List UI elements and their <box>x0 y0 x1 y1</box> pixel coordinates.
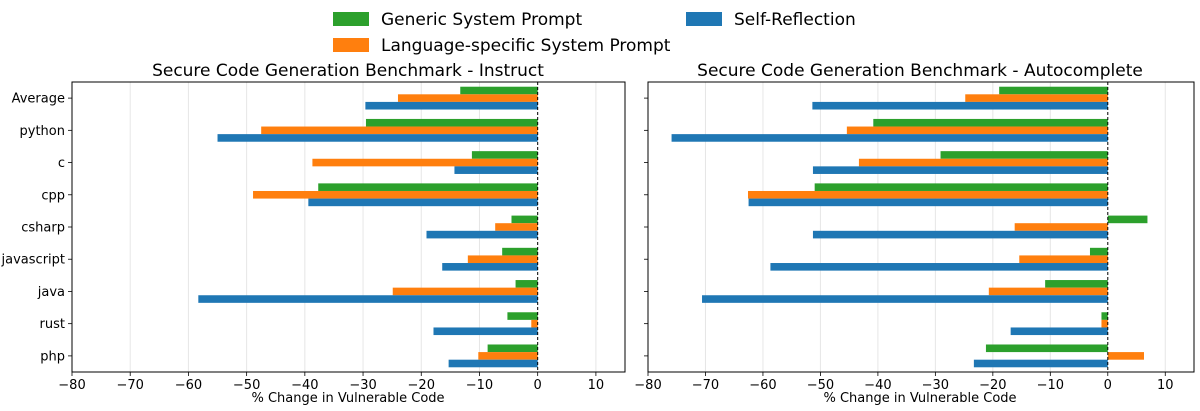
bar-instruct-cpp-s2 <box>308 198 538 207</box>
panel-autocomplete: Secure Code Generation Benchmark - Autoc… <box>634 61 1195 406</box>
bar-autocomplete-php-s2 <box>973 359 1108 368</box>
x-tick-label: 10 <box>588 378 605 393</box>
bar-instruct-csharp-s2 <box>426 230 538 239</box>
bar-instruct-java-s0 <box>515 280 538 288</box>
x-tick-label: −60 <box>175 378 202 393</box>
x-tick-label: 10 <box>1157 378 1174 393</box>
legend-label-language-specific: Language-specific System Prompt <box>381 36 671 56</box>
x-tick-label: −10 <box>1037 378 1064 393</box>
x-tick-label: −10 <box>466 378 493 393</box>
bar-autocomplete-javascript-s1 <box>1019 255 1108 264</box>
legend-swatch-generic <box>333 12 369 26</box>
bar-instruct-rust-s1 <box>531 319 538 328</box>
bar-instruct-javascript-s1 <box>467 255 538 264</box>
bar-instruct-c-s2 <box>454 166 538 174</box>
x-tick-label: −40 <box>864 378 891 393</box>
chart-title-instruct: Secure Code Generation Benchmark - Instr… <box>152 61 544 81</box>
bar-instruct-c-s0 <box>471 151 538 159</box>
x-axis-label-autocomplete: % Change in Vulnerable Code <box>823 391 1016 406</box>
bar-instruct-php-s1 <box>478 352 538 360</box>
legend-label-self-reflection: Self-Reflection <box>734 10 856 30</box>
bar-autocomplete-java-s2 <box>702 295 1108 303</box>
bar-autocomplete-cpp-s1 <box>748 190 1108 199</box>
bar-autocomplete-c-s0 <box>940 151 1108 159</box>
x-tick-label: −50 <box>233 378 260 393</box>
y-tick-label: rust <box>40 317 65 332</box>
x-tick-label: −40 <box>291 378 318 393</box>
bar-autocomplete-c-s2 <box>812 166 1108 174</box>
x-tick-label: 0 <box>1104 378 1112 393</box>
x-tick-label: −80 <box>58 378 85 393</box>
x-tick-label: −20 <box>408 378 435 393</box>
bar-autocomplete-python-s1 <box>846 126 1108 135</box>
bar-instruct-javascript-s2 <box>442 263 538 271</box>
panel-instruct: Secure Code Generation Benchmark - Instr… <box>1 61 626 406</box>
x-tick-label: −70 <box>116 378 143 393</box>
bar-instruct-cpp-s1 <box>253 190 538 199</box>
x-tick-label: 0 <box>534 378 542 393</box>
bar-instruct-cpp-s0 <box>318 183 538 191</box>
bar-instruct-rust-s0 <box>507 312 538 320</box>
bar-autocomplete-php-s1 <box>1107 352 1144 360</box>
legend-label-generic: Generic System Prompt <box>381 10 582 30</box>
y-tick-label: Average <box>12 92 65 107</box>
y-tick-label: java <box>37 285 65 300</box>
y-tick-label: php <box>40 349 65 364</box>
bar-autocomplete-c-s1 <box>858 158 1108 167</box>
x-tick-label: −30 <box>349 378 376 393</box>
bar-autocomplete-Average-s0 <box>999 86 1108 95</box>
bar-autocomplete-rust-s0 <box>1101 312 1108 320</box>
bar-autocomplete-php-s0 <box>985 344 1108 353</box>
y-tick-label: c <box>58 156 65 171</box>
bar-autocomplete-java-s1 <box>988 287 1108 296</box>
bar-autocomplete-csharp-s1 <box>1014 223 1108 231</box>
bar-instruct-javascript-s0 <box>502 247 538 256</box>
bar-instruct-java-s2 <box>198 295 538 303</box>
y-tick-label: python <box>20 124 65 139</box>
chart-title-autocomplete: Secure Code Generation Benchmark - Autoc… <box>697 61 1143 81</box>
x-tick-label: −20 <box>979 378 1006 393</box>
bar-instruct-python-s2 <box>217 134 538 142</box>
bar-instruct-java-s1 <box>392 287 538 296</box>
bar-autocomplete-Average-s1 <box>965 94 1108 102</box>
y-tick-label: csharp <box>21 221 65 236</box>
bar-autocomplete-javascript-s2 <box>770 263 1108 271</box>
x-tick-label: −80 <box>634 378 661 393</box>
bar-autocomplete-java-s0 <box>1045 280 1108 288</box>
y-tick-label: cpp <box>41 188 65 203</box>
legend: Generic System Prompt Language-specific … <box>333 10 856 56</box>
bar-instruct-c-s1 <box>312 158 538 167</box>
plot-frame-instruct <box>71 81 626 373</box>
legend-swatch-language-specific <box>333 38 369 52</box>
bar-autocomplete-javascript-s0 <box>1089 247 1108 256</box>
plot-frame-autocomplete <box>647 81 1195 373</box>
bar-instruct-python-s1 <box>261 126 538 135</box>
bar-instruct-csharp-s0 <box>511 215 538 224</box>
x-tick-label: −30 <box>922 378 949 393</box>
bar-autocomplete-rust-s1 <box>1101 319 1108 328</box>
bar-instruct-python-s0 <box>365 118 538 127</box>
bar-instruct-Average-s0 <box>460 86 538 95</box>
bar-instruct-rust-s2 <box>433 327 538 336</box>
y-tick-label: javascript <box>1 253 65 268</box>
x-tick-label: −60 <box>749 378 776 393</box>
bar-autocomplete-csharp-s2 <box>812 230 1108 239</box>
bar-autocomplete-Average-s2 <box>812 101 1108 110</box>
bar-autocomplete-python-s0 <box>873 118 1108 127</box>
bar-autocomplete-cpp-s0 <box>814 183 1108 191</box>
x-axis-label-instruct: % Change in Vulnerable Code <box>251 391 444 406</box>
bar-instruct-php-s0 <box>487 344 538 353</box>
bar-autocomplete-csharp-s0 <box>1107 215 1148 224</box>
bar-instruct-Average-s2 <box>365 101 538 110</box>
bar-instruct-csharp-s1 <box>495 223 538 231</box>
legend-swatch-self-reflection <box>686 12 722 26</box>
x-tick-label: −50 <box>807 378 834 393</box>
bar-instruct-Average-s1 <box>397 94 538 102</box>
bar-instruct-php-s2 <box>448 359 538 368</box>
bar-autocomplete-rust-s2 <box>1010 327 1108 336</box>
x-tick-label: −70 <box>692 378 719 393</box>
bar-autocomplete-python-s2 <box>671 134 1108 142</box>
bar-autocomplete-cpp-s2 <box>748 198 1108 207</box>
